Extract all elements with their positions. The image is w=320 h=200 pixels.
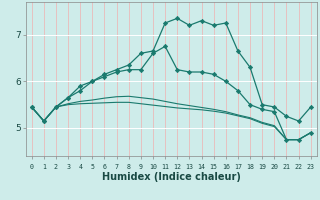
X-axis label: Humidex (Indice chaleur): Humidex (Indice chaleur) xyxy=(102,172,241,182)
